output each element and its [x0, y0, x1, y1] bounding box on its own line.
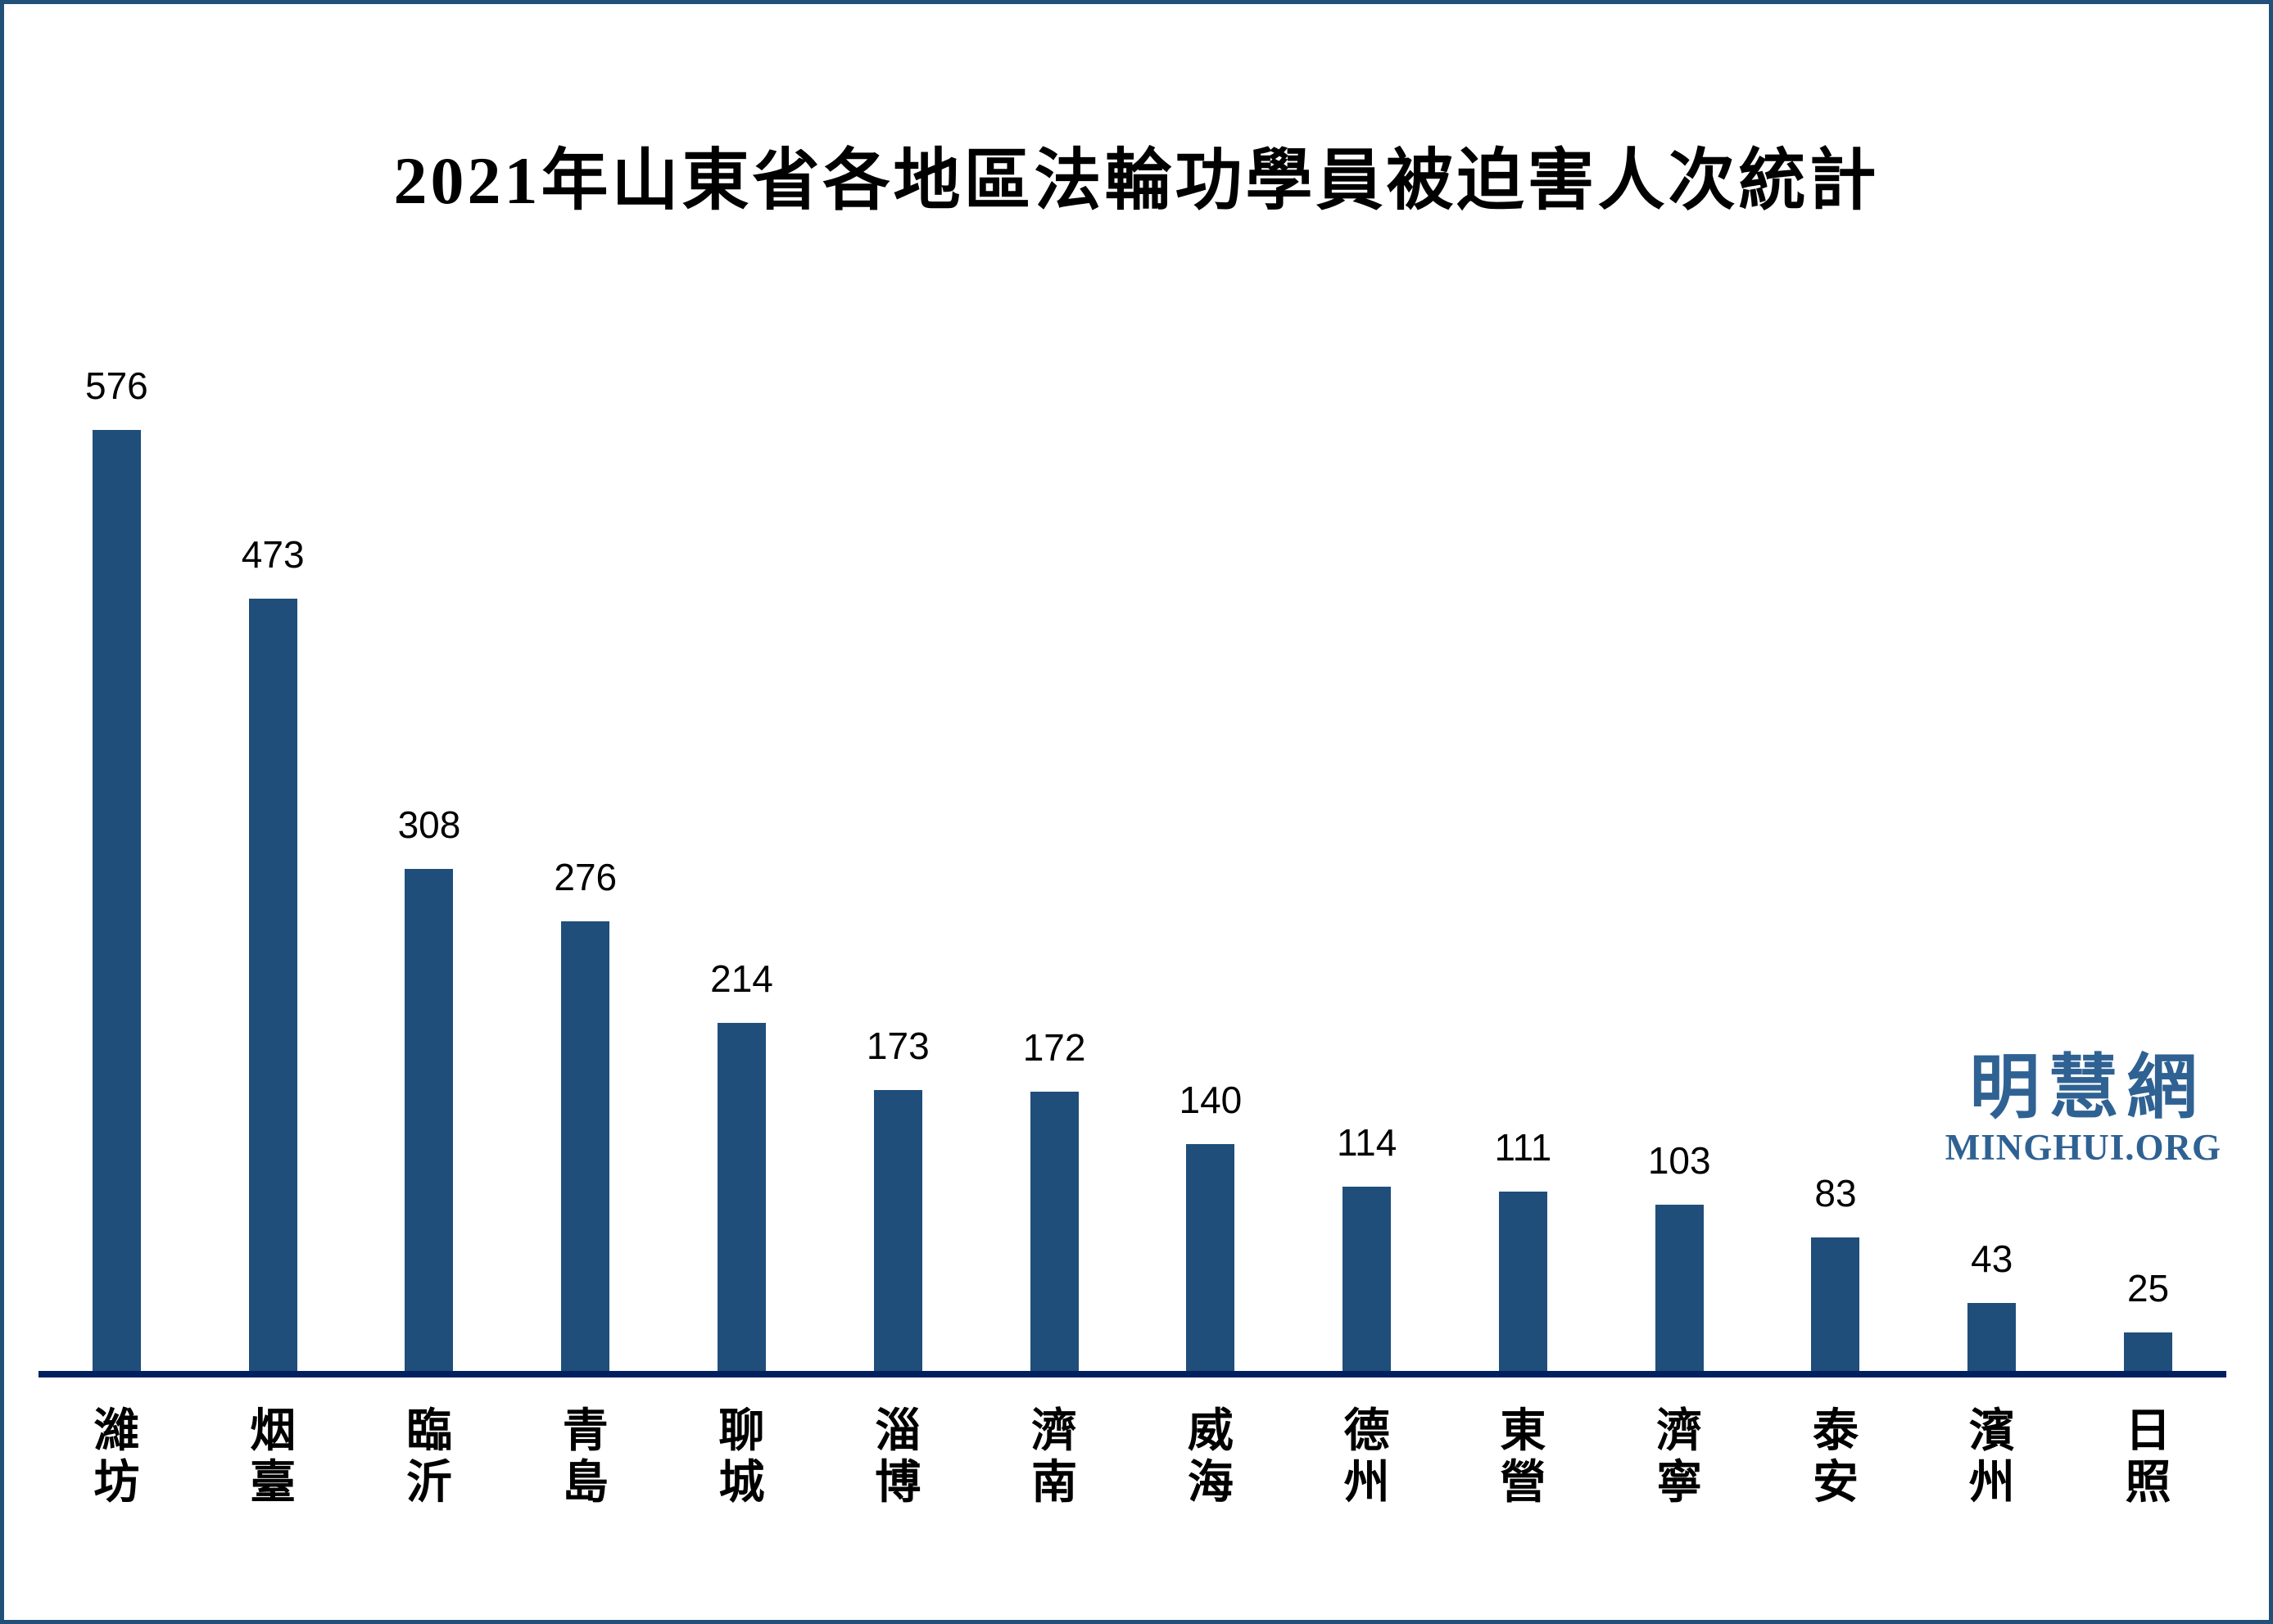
x-axis-label: 青島	[562, 1406, 609, 1509]
bar-slot: 111	[1445, 1127, 1601, 1373]
bar-value-label: 114	[1336, 1121, 1397, 1165]
bar-value-label: 308	[397, 803, 461, 847]
bar-slot: 83	[1758, 1173, 1914, 1373]
x-axis-label: 淄博	[875, 1406, 921, 1509]
x-axis-line	[38, 1371, 2226, 1377]
bar-slot: 173	[820, 1025, 976, 1373]
bar-value-label: 172	[1022, 1026, 1086, 1070]
bar-value-label: 173	[866, 1025, 930, 1068]
minghui-watermark: 明慧網 MINGHUI.ORG	[1945, 1052, 2221, 1166]
x-axis-label: 威海	[1187, 1406, 1234, 1509]
bar-value-label: 473	[241, 533, 305, 577]
x-axis-label: 臨沂	[405, 1406, 452, 1509]
minghui-logo-chinese: 明慧網	[1969, 1048, 2206, 1127]
bar	[1030, 1092, 1079, 1373]
bar-value-label: 111	[1494, 1126, 1552, 1169]
x-axis-label: 濰坊	[93, 1406, 140, 1509]
bar	[1343, 1187, 1392, 1373]
bar-slot: 140	[1132, 1079, 1288, 1373]
minghui-logo-english: MINGHUI.ORG	[1945, 1127, 2221, 1168]
x-axis-label: 濟寧	[1656, 1406, 1703, 1509]
bar-value-label: 576	[85, 364, 148, 408]
x-axis-label: 東營	[1500, 1406, 1546, 1509]
x-axis-label: 濟南	[1031, 1406, 1078, 1509]
bar-slot: 172	[976, 1027, 1133, 1373]
bar-value-label: 276	[554, 856, 618, 899]
x-axis-label: 德州	[1343, 1406, 1390, 1509]
bar	[248, 599, 297, 1373]
bar-value-label: 103	[1647, 1139, 1711, 1183]
x-axis-label: 聊城	[718, 1406, 765, 1509]
bar-slot: 214	[663, 958, 820, 1373]
bar-slot: 576	[38, 365, 195, 1373]
bar	[1498, 1192, 1547, 1373]
bar-value-label: 214	[710, 957, 773, 1001]
bar	[1811, 1237, 1860, 1373]
bar	[405, 869, 454, 1373]
bar	[561, 921, 610, 1373]
bar	[1186, 1144, 1235, 1373]
bar-slot: 114	[1288, 1122, 1445, 1373]
x-axis-label: 烟臺	[250, 1406, 297, 1509]
bar	[1655, 1205, 1704, 1373]
bar-value-label: 25	[2126, 1267, 2170, 1310]
bar-slot: 276	[507, 857, 663, 1373]
bar-value-label: 43	[1971, 1237, 2013, 1281]
bar-slot: 43	[1913, 1238, 2070, 1373]
x-axis-labels: 濰坊 烟臺 臨沂 青島 聊城 淄博 濟南 威海 德州 東營 濟寧 泰安 濱州 日照	[38, 1406, 2226, 1509]
x-axis-label: 日照	[2125, 1406, 2171, 1509]
bar	[92, 430, 141, 1373]
bar-value-label: 140	[1179, 1079, 1243, 1122]
bar-slot: 25	[2070, 1268, 2226, 1373]
x-axis-label: 濱州	[1968, 1406, 2015, 1509]
bar-slot: 308	[351, 804, 508, 1373]
bar	[718, 1023, 767, 1373]
bar	[2124, 1332, 2173, 1373]
bar	[1967, 1303, 2017, 1373]
chart-title: 2021年山東省各地區法輪功學員被迫害人次統計	[393, 143, 1880, 218]
bar-value-label: 83	[1814, 1172, 1857, 1215]
bar-slot: 473	[195, 534, 351, 1373]
bar	[873, 1090, 922, 1373]
plot-area: 576 473 308 276 214 173 172 140 114 111 103 83 43 25	[38, 365, 2226, 1373]
bar-slot: 103	[1601, 1140, 1758, 1373]
x-axis-label: 泰安	[1812, 1406, 1859, 1509]
bars-container: 576 473 308 276 214 173 172 140 114 111 103 83 43 25	[38, 365, 2226, 1373]
